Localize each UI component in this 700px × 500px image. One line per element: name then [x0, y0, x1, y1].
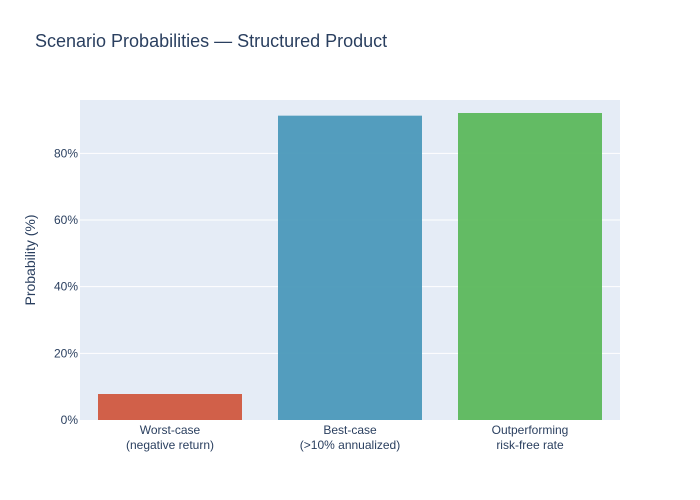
bar[interactable]	[458, 113, 602, 420]
bars	[98, 113, 602, 421]
bar[interactable]	[278, 115, 422, 421]
y-tick-labels: 0% 20% 40% 60% 80%	[54, 146, 78, 427]
y-axis-title: Probability (%)	[22, 214, 38, 305]
y-tick-label: 20%	[54, 346, 78, 360]
y-tick-label: 80%	[54, 146, 78, 160]
y-tick-label: 40%	[54, 280, 78, 294]
x-tick-label: Best-case (>10% annualized)	[300, 423, 400, 452]
chart-title: Scenario Probabilities — Structured Prod…	[35, 31, 388, 51]
y-tick-label: 60%	[54, 213, 78, 227]
x-tick-label: Worst-case (negative return)	[126, 423, 214, 452]
bar[interactable]	[98, 394, 242, 420]
y-tick-label: 0%	[61, 413, 79, 427]
x-tick-labels: Worst-case (negative return) Best-case (>10…	[126, 423, 568, 452]
x-tick-label: Outperforming risk-free rate	[492, 423, 569, 452]
